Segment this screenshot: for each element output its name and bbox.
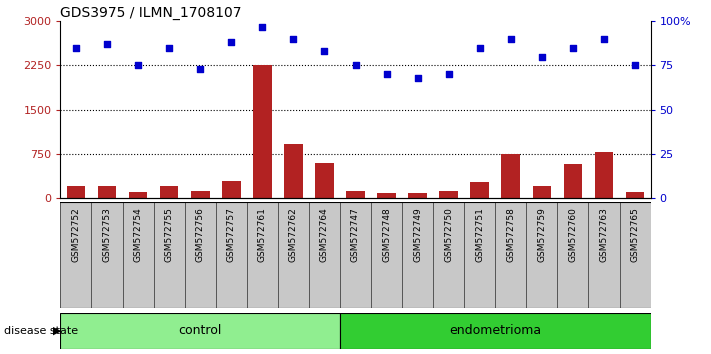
Text: GSM572764: GSM572764: [320, 207, 329, 262]
Bar: [471, 182, 489, 198]
Text: GSM572753: GSM572753: [102, 207, 112, 262]
Bar: [60, 313, 340, 349]
Bar: [253, 65, 272, 198]
Point: [132, 63, 144, 68]
Bar: [533, 187, 551, 198]
Bar: [626, 192, 644, 198]
Point: [225, 40, 237, 45]
Text: GSM572750: GSM572750: [444, 207, 453, 262]
Point: [257, 24, 268, 29]
Point: [350, 63, 361, 68]
Bar: [564, 164, 582, 198]
Text: GSM572763: GSM572763: [599, 207, 609, 262]
Text: GSM572747: GSM572747: [351, 207, 360, 262]
Bar: [594, 152, 614, 198]
Bar: [346, 190, 365, 198]
Point: [598, 36, 609, 42]
Bar: [408, 193, 427, 198]
Text: GSM572760: GSM572760: [568, 207, 577, 262]
Text: control: control: [178, 325, 222, 337]
Point: [102, 41, 113, 47]
Bar: [97, 186, 117, 198]
Point: [70, 45, 82, 51]
Point: [536, 54, 547, 59]
Text: GSM572749: GSM572749: [413, 207, 422, 262]
Text: GSM572748: GSM572748: [382, 207, 391, 262]
Text: GSM572759: GSM572759: [538, 207, 546, 262]
Text: GSM572752: GSM572752: [72, 207, 80, 262]
Point: [381, 72, 392, 77]
Text: GSM572756: GSM572756: [196, 207, 205, 262]
Bar: [501, 154, 520, 198]
Text: GSM572765: GSM572765: [631, 207, 639, 262]
Point: [319, 48, 330, 54]
Text: GSM572755: GSM572755: [165, 207, 173, 262]
Bar: [191, 191, 210, 198]
Text: disease state: disease state: [4, 326, 77, 336]
Point: [195, 66, 206, 72]
Bar: [129, 192, 147, 198]
Point: [288, 36, 299, 42]
Point: [443, 72, 454, 77]
Point: [474, 45, 486, 51]
Text: GSM572754: GSM572754: [134, 207, 143, 262]
Point: [567, 45, 579, 51]
Text: GSM572762: GSM572762: [289, 207, 298, 262]
Point: [629, 63, 641, 68]
Text: GSM572757: GSM572757: [227, 207, 236, 262]
Bar: [284, 144, 303, 198]
Text: GSM572761: GSM572761: [258, 207, 267, 262]
Bar: [67, 187, 85, 198]
Text: ▶: ▶: [53, 326, 62, 336]
Text: endometrioma: endometrioma: [449, 325, 541, 337]
Bar: [222, 181, 240, 198]
Text: GSM572751: GSM572751: [475, 207, 484, 262]
Point: [412, 75, 423, 81]
Point: [505, 36, 516, 42]
Bar: [315, 164, 333, 198]
Bar: [378, 193, 396, 198]
Text: GDS3975 / ILMN_1708107: GDS3975 / ILMN_1708107: [60, 6, 242, 20]
Bar: [340, 313, 651, 349]
Bar: [439, 192, 458, 198]
Text: GSM572758: GSM572758: [506, 207, 515, 262]
Point: [164, 45, 175, 51]
Bar: [160, 185, 178, 198]
